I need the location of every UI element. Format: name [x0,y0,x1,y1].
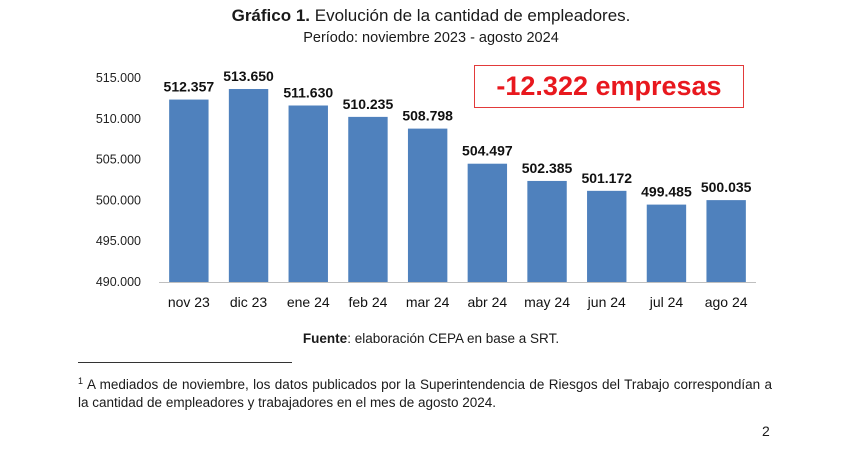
bar-value-label: 513.650 [223,68,274,84]
x-tick-label: nov 23 [168,294,210,310]
x-tick-label: may 24 [524,294,570,310]
bar [467,163,508,282]
bar [169,99,209,282]
y-tick-label: 510.000 [96,112,141,126]
bar-value-label: 510.235 [343,96,394,112]
bar [228,89,269,283]
y-tick-label: 500.000 [96,193,141,207]
source-note: Fuente: elaboración CEPA en base a SRT. [0,331,862,346]
chart-title-text: Evolución de la cantidad de empleadores. [310,6,631,25]
x-tick-label: jun 24 [587,294,626,310]
bar [407,128,448,282]
bar-value-label: 502.385 [522,160,573,176]
y-tick-label: 495.000 [96,234,141,248]
bar [288,105,328,282]
x-tick-label: mar 24 [406,294,450,310]
bar [646,204,687,282]
y-tick-label: 490.000 [96,275,141,289]
x-tick-label: dic 23 [230,294,268,310]
bar [527,180,567,282]
x-tick-label: jul 24 [649,294,684,310]
bar [587,190,627,282]
x-tick-label: feb 24 [348,294,387,310]
footnote-marker: 1 [78,376,84,386]
bar [348,116,388,282]
bar-value-label: 499.485 [641,184,692,200]
footnote-divider [78,362,292,363]
chart-subtitle: Período: noviembre 2023 - agosto 2024 [303,30,559,46]
x-tick-label: ago 24 [705,294,748,310]
bar-value-label: 512.357 [164,79,215,95]
bar-value-label: 501.172 [581,170,632,186]
chart-title: Gráfico 1. Evolución de la cantidad de e… [0,6,862,26]
x-tick-label: ene 24 [287,294,330,310]
bar-value-label: 511.630 [283,84,333,100]
bar-value-label: 508.798 [402,108,453,124]
page-number: 2 [762,423,770,439]
bar [706,200,746,282]
footnote-text: A mediados de noviembre, los datos publi… [78,377,772,410]
bar-value-label: 500.035 [701,179,752,195]
y-tick-label: 515.000 [96,71,141,85]
chart-title-number: Gráfico 1. [231,6,311,25]
source-label: Fuente [302,331,348,346]
x-tick-label: abr 24 [467,294,507,310]
bar-value-label: 504.497 [462,143,513,159]
y-tick-label: 505.000 [96,153,141,167]
source-text: : elaboración CEPA en base a SRT. [347,331,560,346]
change-callout: -12.322 empresas [474,65,744,108]
